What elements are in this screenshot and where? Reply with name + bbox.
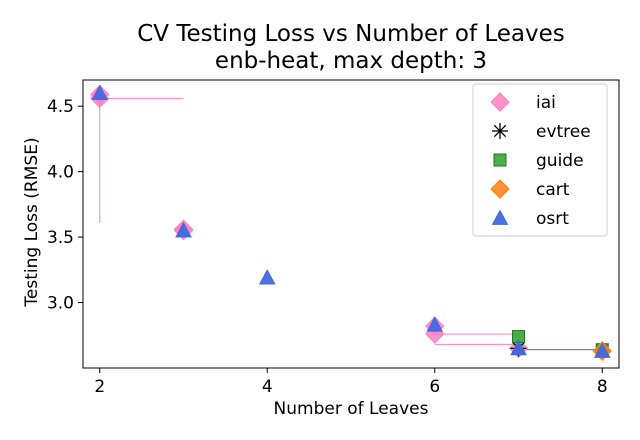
osrt-point-shape — [510, 339, 527, 356]
legend: iai evtree guide cart osrt — [472, 83, 608, 237]
osrt-point — [510, 339, 527, 356]
osrt-point-shape — [91, 84, 109, 100]
plot-area — [90, 84, 612, 361]
osrt-point — [91, 84, 109, 100]
legend-label-evtree: evtree — [536, 122, 591, 142]
legend-marker-iai-shape — [490, 92, 510, 112]
legend-item-evtree: evtree — [492, 122, 591, 142]
y-axis-label: Testing Loss (RMSE) — [22, 137, 42, 307]
x-tick-label: 4 — [262, 377, 273, 397]
osrt-point-shape — [175, 221, 192, 238]
chart-subtitle: enb-heat, max depth: 3 — [215, 48, 487, 74]
y-tick-label: 3.0 — [47, 294, 74, 314]
legend-item-osrt: osrt — [491, 209, 569, 229]
osrt-point — [258, 269, 276, 285]
legend-marker-guide — [493, 153, 507, 167]
legend-item-guide: guide — [493, 151, 584, 171]
legend-marker-evtree-stroke — [493, 124, 507, 138]
legend-box — [472, 83, 608, 237]
axes: 2 4 6 8 3.0 3.5 4.0 4.5 — [47, 79, 620, 397]
osrt-point-shape — [426, 316, 444, 332]
legend-label-cart: cart — [536, 180, 570, 200]
osrt-point-shape — [258, 269, 276, 285]
legend-marker-cart-shape — [490, 179, 510, 199]
x-tick-label: 8 — [597, 377, 608, 397]
axes-frame — [82, 79, 620, 369]
osrt-point — [593, 342, 611, 358]
osrt-point — [175, 221, 192, 238]
legend-label-iai: iai — [536, 93, 556, 113]
chart-title: CV Testing Loss vs Number of Leaves — [137, 21, 565, 47]
legend-label-osrt: osrt — [536, 209, 569, 229]
legend-label-guide: guide — [536, 151, 584, 171]
legend-item-cart: cart — [490, 179, 570, 200]
osrt-point-shape — [593, 342, 611, 358]
y-tick-label: 3.5 — [47, 228, 74, 248]
legend-marker-osrt-shape — [491, 209, 509, 225]
osrt-point — [426, 316, 444, 332]
x-tick-label: 2 — [94, 377, 105, 397]
y-tick-label: 4.0 — [47, 163, 74, 183]
x-axis-label: Number of Leaves — [274, 399, 429, 419]
legend-marker-iai — [490, 92, 510, 112]
x-tick-label: 6 — [429, 377, 440, 397]
legend-marker-guide-shape — [493, 153, 507, 167]
legend-item-iai: iai — [490, 92, 556, 113]
legend-marker-osrt — [491, 209, 509, 225]
y-tick-label: 4.5 — [47, 97, 74, 117]
legend-marker-evtree — [492, 123, 508, 139]
legend-marker-cart — [490, 179, 510, 199]
